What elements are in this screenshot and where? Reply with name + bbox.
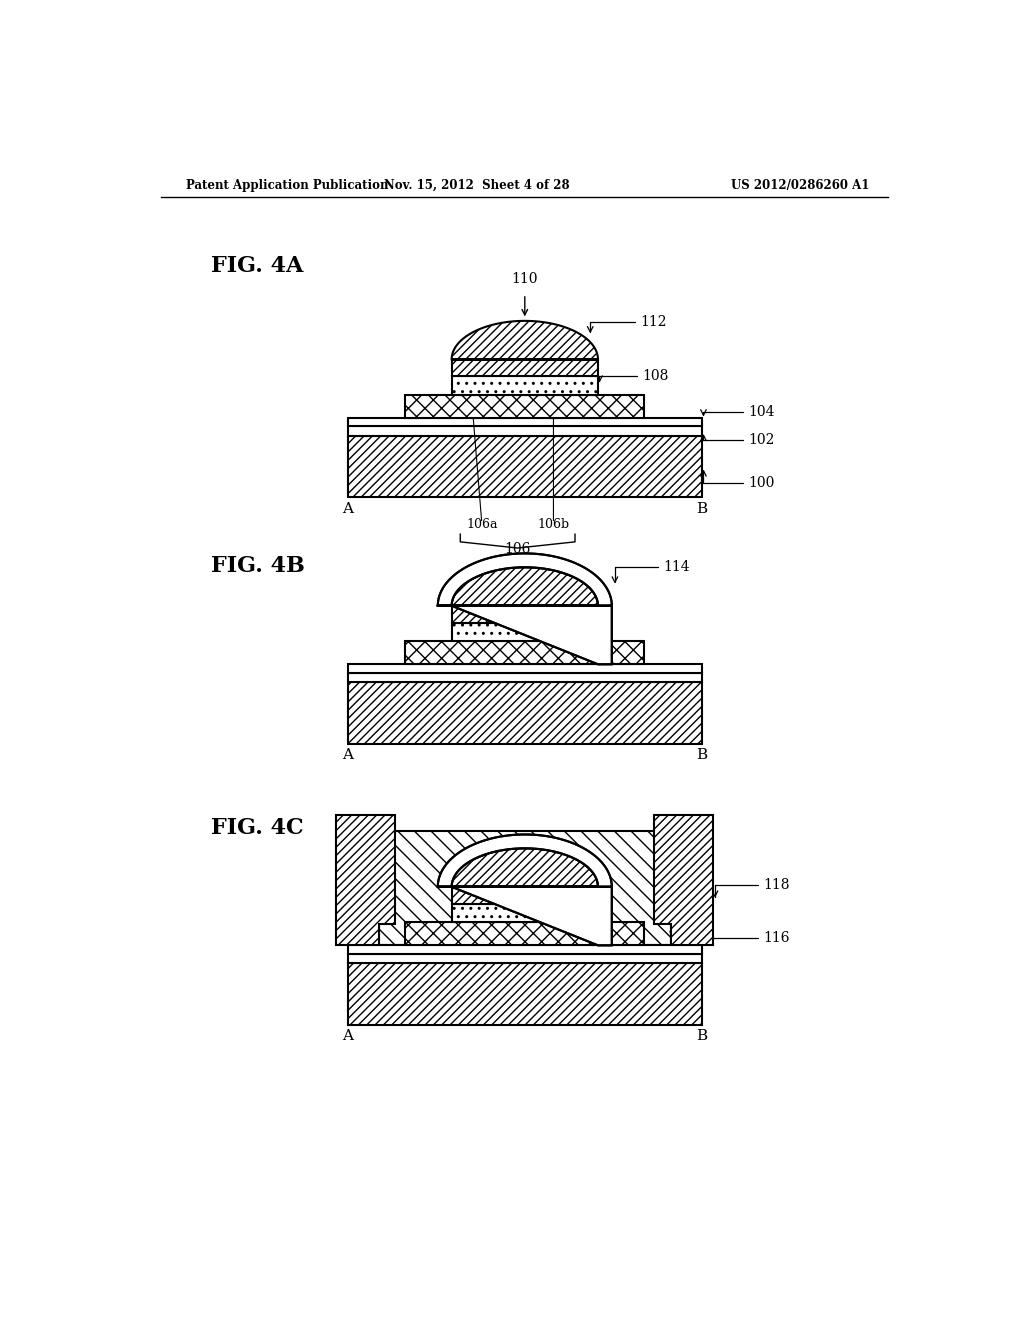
Text: 112: 112 [588, 315, 667, 333]
Text: US 2012/0286260 A1: US 2012/0286260 A1 [731, 178, 869, 191]
Text: 106a: 106a [466, 517, 498, 531]
Text: B: B [696, 748, 708, 762]
Text: 118: 118 [713, 878, 790, 896]
Polygon shape [654, 816, 714, 945]
Text: 102: 102 [700, 433, 774, 447]
Bar [348, 664, 701, 673]
Text: B: B [696, 502, 708, 516]
Text: Nov. 15, 2012  Sheet 4 of 28: Nov. 15, 2012 Sheet 4 of 28 [384, 178, 570, 191]
Text: 106b: 106b [538, 517, 569, 531]
Text: FIG. 4B: FIG. 4B [211, 556, 305, 578]
Bar [452, 623, 598, 642]
Text: 100: 100 [700, 470, 774, 490]
Bar [348, 426, 701, 436]
Text: B: B [696, 1030, 708, 1043]
Polygon shape [452, 568, 598, 606]
Text: 108: 108 [597, 370, 669, 383]
Bar [348, 418, 701, 426]
Text: 106: 106 [505, 541, 530, 556]
Bar [348, 964, 701, 1024]
Text: 110: 110 [512, 272, 538, 286]
Bar [406, 642, 644, 664]
Text: 104: 104 [700, 405, 774, 418]
Text: FIG. 4C: FIG. 4C [211, 817, 304, 840]
Bar [348, 945, 701, 954]
Text: A: A [342, 502, 353, 516]
Bar [348, 673, 701, 682]
Polygon shape [438, 834, 611, 945]
Bar [452, 376, 598, 395]
Bar [348, 954, 701, 964]
Bar [406, 923, 644, 945]
Polygon shape [336, 816, 395, 945]
Text: 114: 114 [612, 560, 690, 582]
Bar [406, 395, 644, 418]
Text: FIG. 4A: FIG. 4A [211, 255, 304, 277]
Polygon shape [452, 849, 598, 887]
Bar [379, 830, 671, 945]
Polygon shape [452, 321, 598, 359]
Text: Patent Application Publication: Patent Application Publication [186, 178, 388, 191]
Bar [452, 359, 598, 376]
Text: 116: 116 [670, 927, 790, 945]
Text: A: A [342, 1030, 353, 1043]
Text: A: A [342, 748, 353, 762]
Bar [452, 887, 598, 904]
Bar [452, 606, 598, 623]
Bar [348, 436, 701, 498]
Bar [452, 904, 598, 923]
Bar [348, 682, 701, 743]
Polygon shape [438, 553, 611, 664]
